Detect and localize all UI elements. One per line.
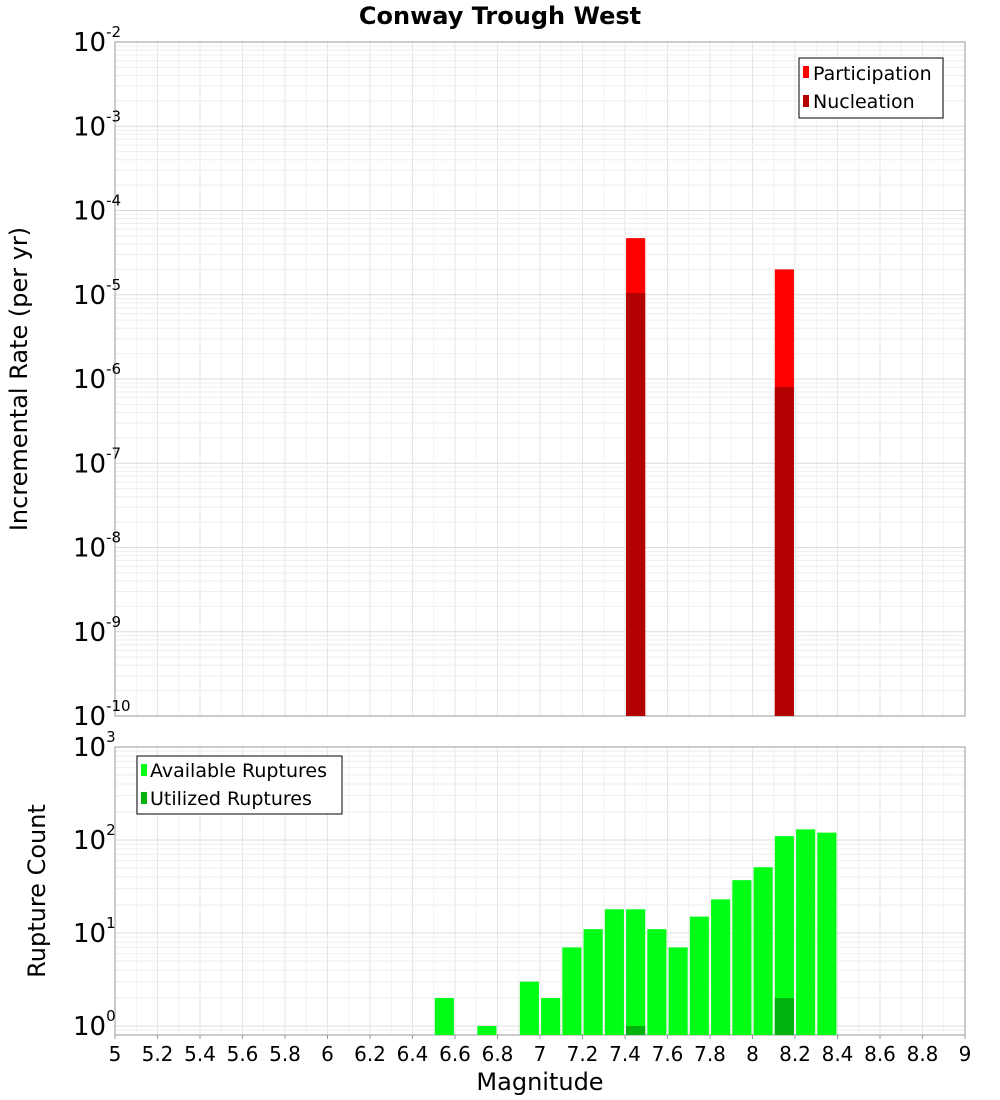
x-tick-label: 7.4 xyxy=(609,1042,641,1066)
bar-available-ruptures xyxy=(477,1025,497,1035)
y-tick-label: 10-3 xyxy=(73,107,121,142)
x-tick-label: 5.8 xyxy=(269,1042,301,1066)
bar-available-ruptures xyxy=(774,836,794,1035)
y-tick-label: 103 xyxy=(73,728,116,763)
bar-available-ruptures xyxy=(668,947,688,1035)
nucleation-legend-swatch xyxy=(803,95,809,107)
bar-available-ruptures xyxy=(541,997,561,1035)
bar-available-ruptures xyxy=(626,909,646,1035)
bar-available-ruptures xyxy=(434,997,454,1035)
bottom-legend: Available Ruptures Utilized Ruptures xyxy=(136,755,343,815)
y-tick-label: 10-10 xyxy=(73,697,131,732)
y-tick-label: 10-6 xyxy=(73,360,121,395)
participation-legend-label: Participation xyxy=(813,63,932,85)
bottom-y-axis-label: Rupture Count xyxy=(23,804,51,978)
top-bars xyxy=(626,238,794,716)
y-tick-label: 10-5 xyxy=(73,276,121,311)
x-tick-label: 5.4 xyxy=(184,1042,216,1066)
top-legend: Participation Nucleation xyxy=(798,57,944,119)
bar-available-ruptures xyxy=(604,909,624,1035)
x-tick-label: 7.8 xyxy=(694,1042,726,1066)
top-y-axis-label: Incremental Rate (per yr) xyxy=(5,227,33,531)
top-legend-box xyxy=(798,57,944,119)
utilized-legend-swatch xyxy=(141,792,147,804)
participation-legend-swatch xyxy=(803,66,809,78)
x-tick-label: 5.2 xyxy=(142,1042,174,1066)
nucleation-legend-label: Nucleation xyxy=(813,91,915,113)
chart-title: Conway Trough West xyxy=(359,2,641,30)
top-plot-frame xyxy=(114,41,966,717)
x-tick-label: 8.8 xyxy=(907,1042,939,1066)
available-legend-label: Available Ruptures xyxy=(150,760,327,782)
x-tick-label: 6.4 xyxy=(397,1042,429,1066)
x-tick-label: 6.6 xyxy=(439,1042,471,1066)
x-tick-label: 8.6 xyxy=(864,1042,896,1066)
x-tick-label: 8.2 xyxy=(779,1042,811,1066)
bar-available-ruptures xyxy=(583,929,603,1035)
bar-available-ruptures xyxy=(689,916,709,1035)
bar-available-ruptures xyxy=(753,867,773,1035)
y-tick-label: 10-2 xyxy=(73,23,121,58)
x-tick-label: 8.4 xyxy=(822,1042,854,1066)
bottom-legend-box xyxy=(136,755,343,815)
bar-available-ruptures xyxy=(647,929,667,1035)
available-legend-swatch xyxy=(141,764,147,776)
bar-available-ruptures xyxy=(562,947,582,1035)
bar-available-ruptures xyxy=(519,981,539,1035)
x-tick-label: 7 xyxy=(534,1042,547,1066)
bar-available-ruptures xyxy=(732,880,752,1035)
bottom-bars xyxy=(434,829,837,1035)
x-tick-label: 6 xyxy=(321,1042,334,1066)
bar-nucleation xyxy=(626,292,646,716)
bar-utilized-ruptures xyxy=(774,997,794,1035)
bar-nucleation xyxy=(774,387,794,716)
y-tick-label: 10-7 xyxy=(73,444,121,479)
top-gridlines xyxy=(114,42,966,717)
top-y-ticks: 10-2 10-3 10-4 10-5 10-6 10-7 10-8 10-9 10-10 xyxy=(73,23,131,732)
x-tick-label: 7.6 xyxy=(652,1042,684,1066)
y-tick-label: 10-4 xyxy=(73,192,121,227)
x-tick-label: 7.2 xyxy=(567,1042,599,1066)
y-tick-label: 100 xyxy=(73,1007,116,1042)
x-tick-label: 8 xyxy=(746,1042,759,1066)
x-tick-label: 5 xyxy=(109,1042,122,1066)
bottom-x-ticks: 5 5.2 5.4 5.6 5.8 6 6.2 6.4 6.6 6.8 7 7.2 7.4 7.6 7.8 8… xyxy=(109,1035,972,1066)
x-tick-label: 6.2 xyxy=(354,1042,386,1066)
x-tick-label: 5.6 xyxy=(227,1042,259,1066)
bar-available-ruptures xyxy=(817,832,837,1035)
bar-available-ruptures xyxy=(796,829,816,1035)
y-tick-label: 102 xyxy=(73,821,116,856)
y-tick-label: 10-8 xyxy=(73,529,121,564)
bar-available-ruptures xyxy=(711,899,731,1035)
utilized-legend-label: Utilized Ruptures xyxy=(150,788,312,810)
y-tick-label: 101 xyxy=(73,914,116,949)
bottom-y-ticks: 103 102 101 100 xyxy=(73,728,116,1042)
y-tick-label: 10-9 xyxy=(73,613,121,648)
x-tick-label: 9 xyxy=(959,1042,972,1066)
x-tick-label: 6.8 xyxy=(482,1042,514,1066)
bar-utilized-ruptures xyxy=(626,1025,646,1035)
x-axis-label: Magnitude xyxy=(476,1068,603,1096)
